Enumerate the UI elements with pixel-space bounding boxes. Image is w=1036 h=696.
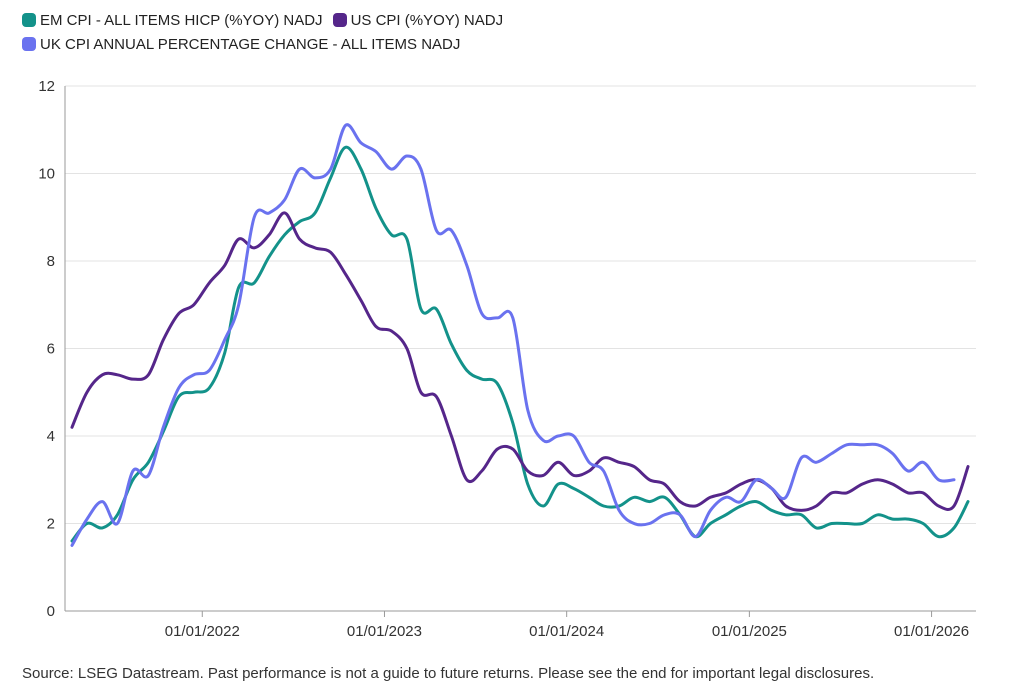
series-line-us-cpi: [70, 211, 970, 512]
x-tick-label-3: 01/01/2025: [712, 623, 787, 640]
legend-label-uk-cpi: UK CPI ANNUAL PERCENTAGE CHANGE - ALL IT…: [40, 35, 461, 53]
legend-item-uk-cpi[interactable]: UK CPI ANNUAL PERCENTAGE CHANGE - ALL IT…: [22, 36, 460, 53]
x-tick-label-1: 01/01/2023: [347, 623, 422, 640]
source-note: Source: LSEG Datastream. Past performanc…: [22, 665, 875, 682]
y-tick-label-10: 10: [38, 166, 55, 183]
legend-row-2: UK CPI ANNUAL PERCENTAGE CHANGE - ALL IT…: [22, 32, 1022, 56]
legend: EM CPI - ALL ITEMS HICP (%YOY) NADJ US C…: [22, 8, 1022, 56]
y-tick-label-2: 2: [47, 516, 55, 533]
line-chart: 0 2 4 6 8 10 12 01/01/2022 01/01/2023 01/01/2024…: [38, 78, 976, 640]
y-tick-label-4: 4: [47, 428, 55, 445]
y-tick-label-0: 0: [47, 603, 55, 620]
series-line-em-cpi: [70, 145, 970, 543]
series-lines: [70, 123, 970, 547]
legend-label-em-cpi: EM CPI - ALL ITEMS HICP (%YOY) NADJ: [40, 11, 323, 29]
y-tick-label-6: 6: [47, 341, 55, 358]
x-axis-ticks: 01/01/2022 01/01/2023 01/01/2024 01/01/2025…: [165, 611, 969, 640]
legend-swatch-em-cpi: [22, 13, 36, 27]
legend-swatch-uk-cpi: [22, 37, 36, 51]
x-tick-label-2: 01/01/2024: [529, 623, 604, 640]
legend-item-em-cpi[interactable]: EM CPI - ALL ITEMS HICP (%YOY) NADJ: [22, 12, 323, 29]
x-tick-label-4: 01/01/2026: [894, 623, 969, 640]
legend-label-us-cpi: US CPI (%YOY) NADJ: [350, 11, 504, 29]
legend-row-1: EM CPI - ALL ITEMS HICP (%YOY) NADJ US C…: [22, 8, 1022, 32]
y-tick-label-8: 8: [47, 253, 55, 270]
y-tick-label-12: 12: [38, 78, 55, 95]
series-line-uk-cpi: [70, 123, 956, 547]
x-tick-label-0: 01/01/2022: [165, 623, 240, 640]
grid-lines: [64, 85, 976, 612]
legend-item-us-cpi[interactable]: US CPI (%YOY) NADJ: [332, 11, 504, 29]
y-axis-ticks: 0 2 4 6 8 10 12: [38, 78, 55, 620]
legend-swatch-us-cpi: [332, 13, 347, 27]
